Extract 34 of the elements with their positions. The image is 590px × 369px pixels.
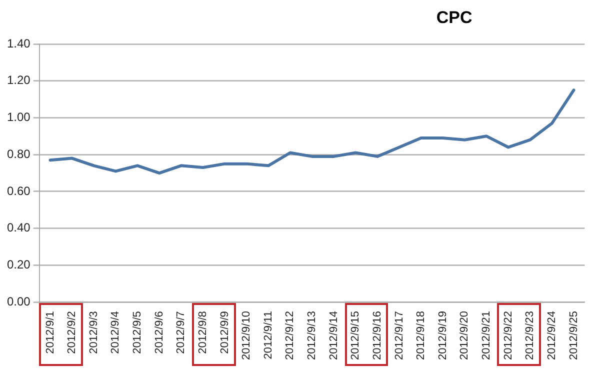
x-tick-label: 2012/9/10	[240, 311, 253, 360]
y-tick-label: 1.20	[6, 73, 31, 88]
y-tick-label: 1.00	[6, 110, 31, 124]
x-tick-label: 2012/9/7	[175, 311, 188, 354]
x-tick-label: 2012/9/3	[88, 311, 100, 354]
x-tick-label: 2012/9/18	[415, 311, 428, 360]
x-tick-label: 2012/9/8	[196, 311, 209, 354]
y-tick-label: 0.60	[6, 184, 31, 198]
y-tick-label: 0.80	[6, 146, 31, 161]
y-tick-label: 0.20	[6, 258, 31, 272]
x-tick-label: 2012/9/20	[458, 311, 471, 360]
x-tick-label: 2012/9/21	[480, 311, 493, 360]
x-tick-label: 2012/9/5	[132, 311, 144, 354]
x-tick-label: 2012/9/22	[502, 311, 514, 360]
x-tick-label: 2012/9/12	[284, 311, 296, 360]
y-tick-label: 0.40	[6, 220, 31, 235]
x-tick-label: 2012/9/13	[306, 311, 318, 360]
chart-title: CPC	[436, 8, 472, 28]
x-tick-label: 2012/9/6	[153, 311, 166, 354]
x-tick-label: 2012/9/16	[371, 311, 384, 360]
x-tick-label: 2012/9/9	[218, 311, 231, 354]
y-tick-label: 0.00	[6, 294, 31, 308]
x-tick-label: 2012/9/1	[44, 311, 56, 354]
x-tick-label: 2012/9/15	[350, 311, 362, 360]
x-tick-label: 2012/9/14	[328, 311, 340, 360]
x-tick-label: 2012/9/19	[436, 311, 449, 360]
x-tick-label: 2012/9/11	[262, 311, 274, 360]
x-tick-label: 2012/9/25	[568, 311, 580, 360]
y-tick-label: 1.40	[6, 36, 31, 50]
x-tick-label: 2012/9/17	[393, 311, 406, 360]
x-tick-label: 2012/9/24	[546, 311, 558, 360]
x-tick-label: 2012/9/23	[524, 311, 536, 360]
x-tick-label: 2012/9/4	[110, 311, 122, 354]
x-tick-label: 2012/9/2	[66, 311, 78, 354]
